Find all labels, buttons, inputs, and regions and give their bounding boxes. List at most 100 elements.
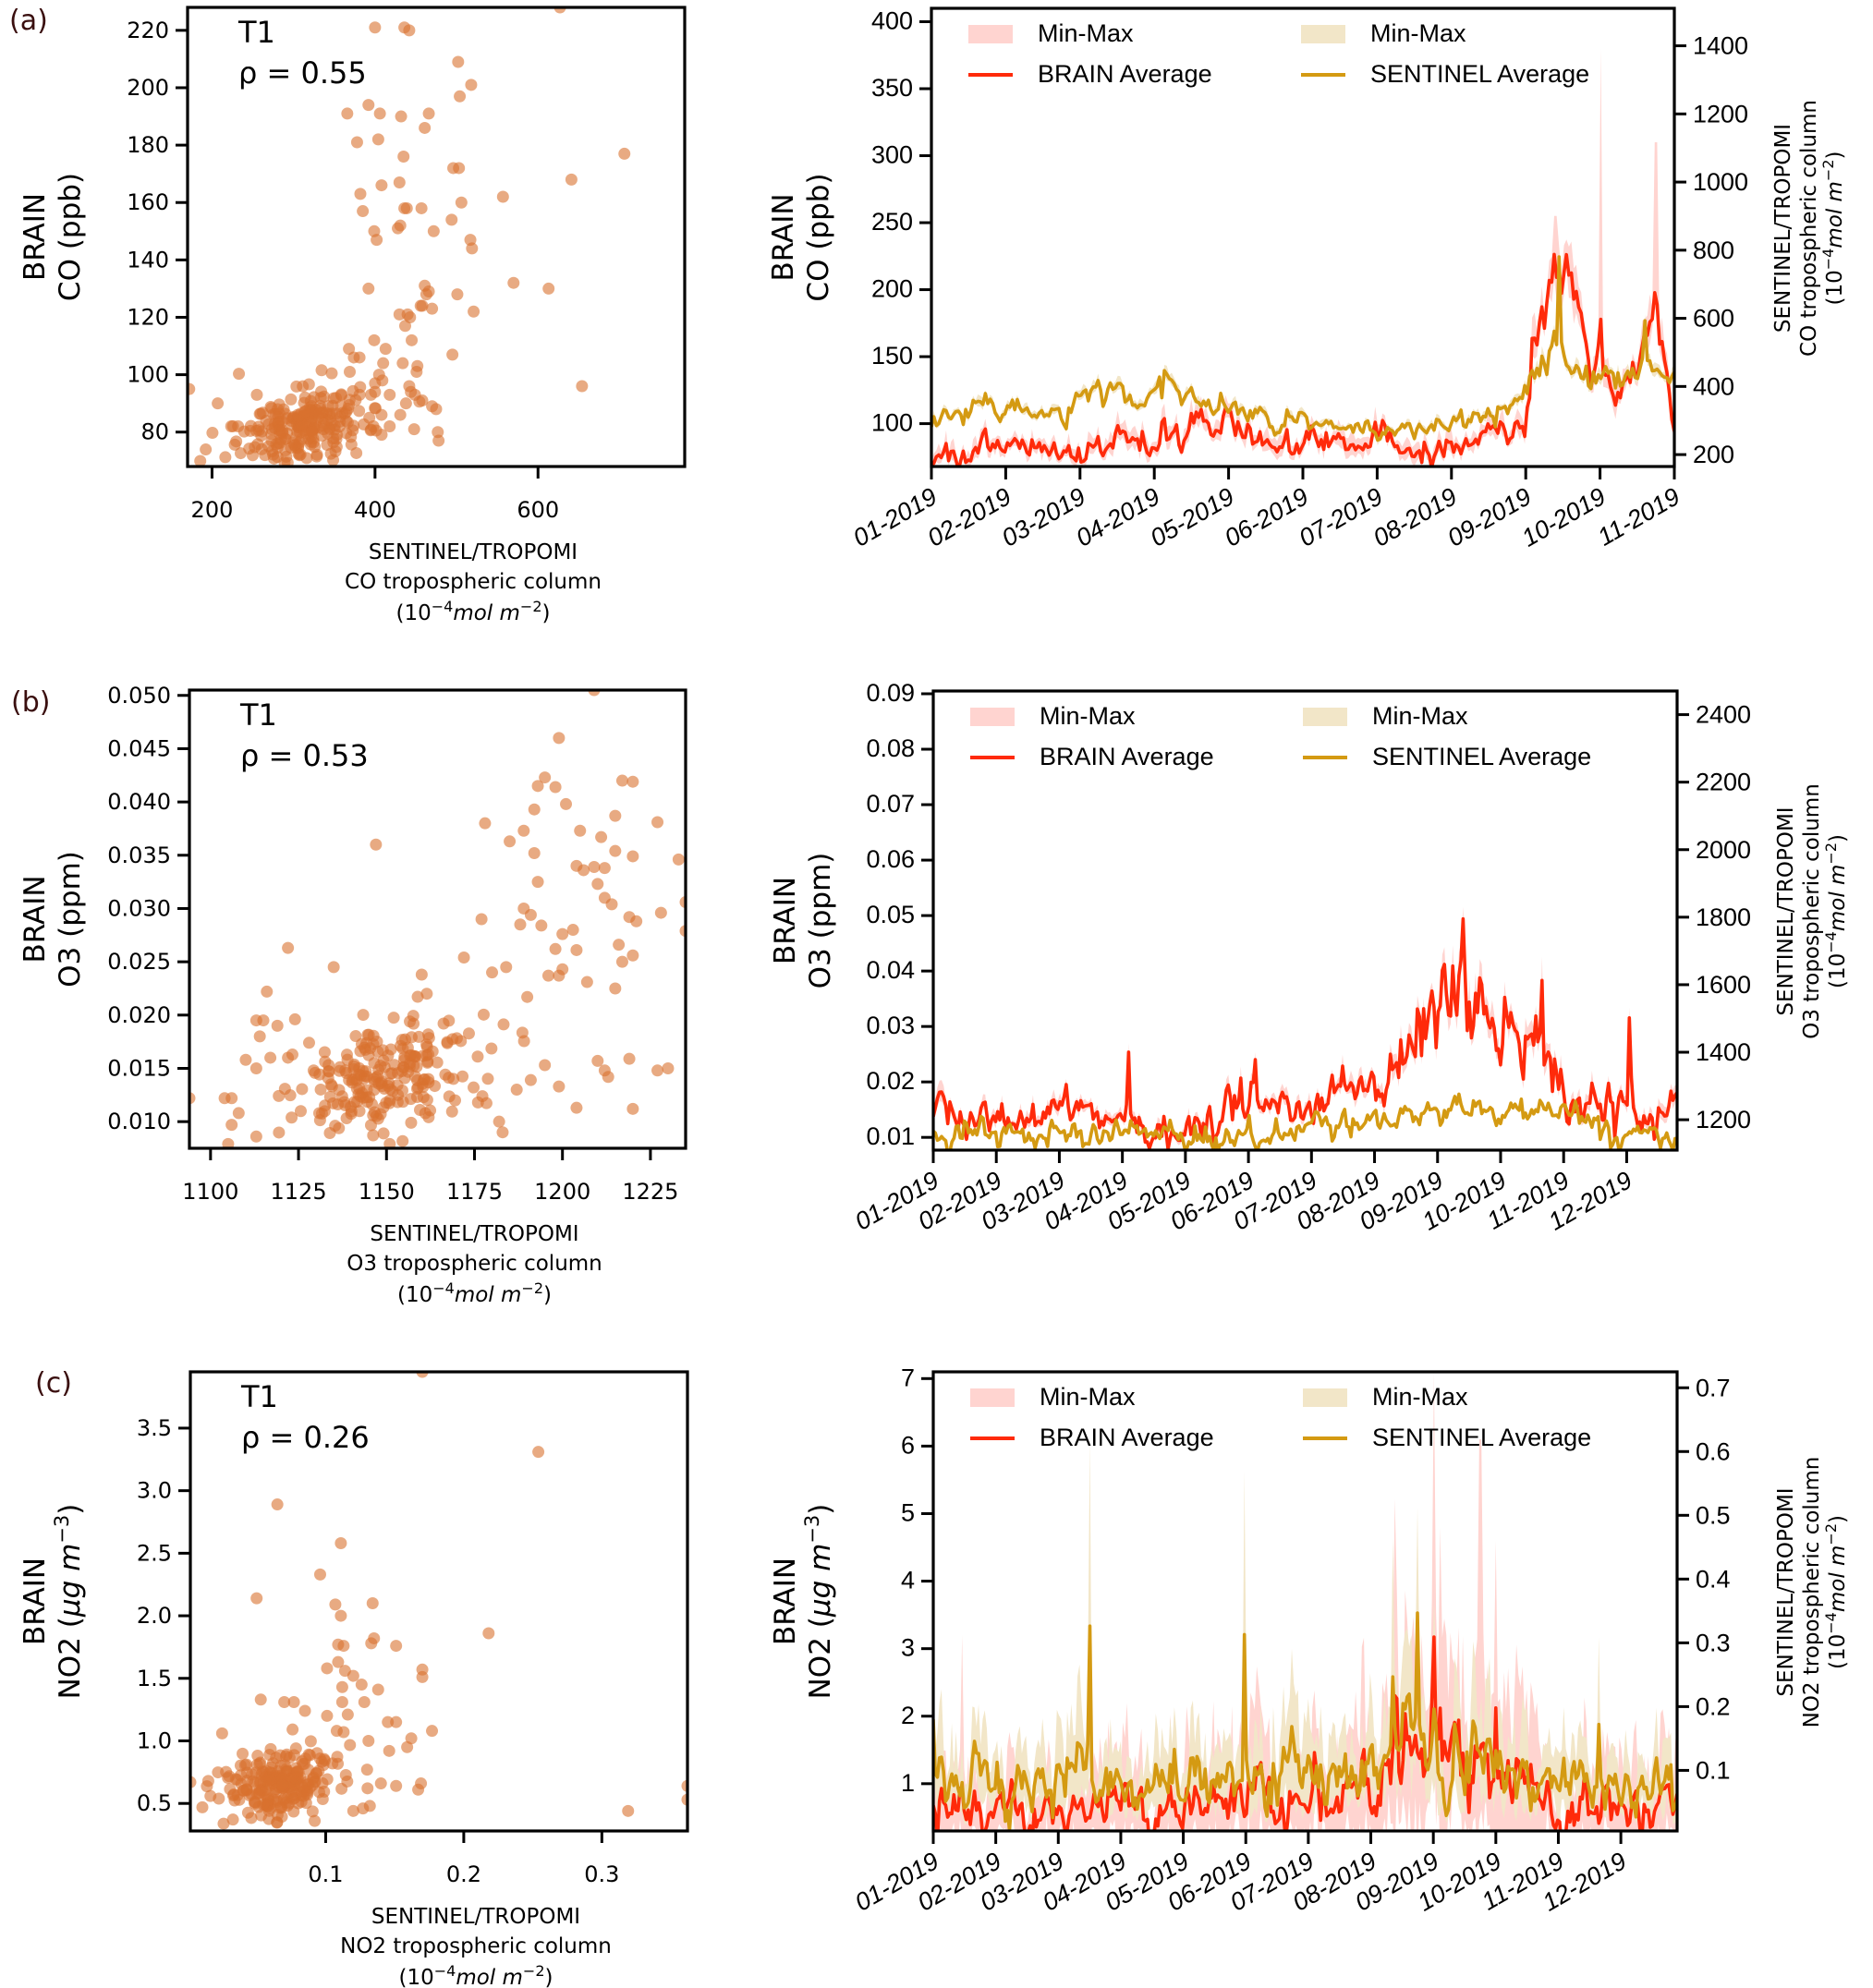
b-timeseries-ytick-label: 0.08 [866,734,915,762]
scatter-point [591,878,604,891]
c-scatter-ytick-label: 3.0 [137,1478,172,1504]
scatter-point [344,365,357,378]
scatter-point [426,1725,439,1738]
scatter-point [576,380,589,393]
scatter-point [630,915,643,927]
scatter-point [595,830,608,843]
scatter-point [626,949,639,962]
c-timeseries-ytick-label: 7 [901,1364,915,1391]
scatter-point [240,1783,253,1796]
a-scatter-xtick-label: 600 [517,497,559,523]
scatter-point [279,407,292,420]
scatter-point [368,1075,381,1088]
sentinel-minmax-band [933,1438,1677,1831]
a-timeseries-ytick-label: 250 [871,208,913,236]
y-axis-title: BRAIN [18,1558,52,1645]
scatter-point [250,388,263,401]
b-scatter-xtick-label: 1200 [534,1179,590,1205]
scatter-point [262,418,275,430]
a-scatter-ytick-label: 120 [127,304,169,330]
b-scatter-xtick-label: 1150 [359,1179,415,1205]
scatter-point [416,1670,429,1683]
scatter-point [412,1030,425,1043]
a-timeseries-xtick-label-group: 02-2019 [923,482,1016,552]
scatter-point [335,1680,348,1693]
scatter-point [556,927,569,940]
scatter-point [357,205,370,218]
legend-label: Min-Max [1040,1383,1136,1411]
scatter-point [257,1798,270,1811]
scatter-point [553,1080,566,1093]
scatter-point [341,1775,354,1788]
scatter-point [528,803,541,816]
scatter-point [201,1775,214,1788]
scatter-point [565,173,578,186]
scatter-point [327,961,340,974]
scatter-point [374,1108,387,1121]
y-axis-right-title-group: SENTINEL/TROPOMI O3 tropospheric column (1… [1774,783,1850,1039]
scatter-point [471,1050,484,1063]
scatter-point [468,305,480,318]
scatter-point [319,1055,332,1068]
scatter-point [531,876,544,889]
scatter-point [222,1137,235,1148]
scatter-point [350,136,363,149]
y-axis-right-title: SENTINEL/TROPOMI [1774,806,1798,1015]
x-tick-label: 08-2019 [1368,482,1462,552]
scatter-point [510,1084,523,1097]
scatter-point [357,1064,370,1077]
a-timeseries-ytick-right-label: 600 [1693,305,1734,333]
scatter-point [318,1046,331,1059]
scatter-point [485,1042,498,1055]
y-axis-title: BRAIN [769,1558,802,1645]
scatter-point [264,1742,277,1755]
scatter-point [394,408,407,421]
c-timeseries-ytick-label: 6 [901,1431,915,1459]
scatter-point [357,1009,370,1022]
y-axis-title-group: BRAIN [769,877,802,964]
b-scatter-ytick-label: 0.035 [107,842,171,868]
scatter-point [531,780,544,793]
scatter-point [471,1096,484,1109]
scatter-point [323,1090,336,1103]
x-tick-label: 07-2019 [1295,482,1388,552]
scatter-point [233,368,246,381]
b-timeseries-ytick-right-label: 2400 [1696,701,1751,729]
a-timeseries-ytick-right-label: 800 [1693,236,1734,264]
scatter-point [626,1102,639,1115]
scatter-point [194,455,207,467]
scatter-point [453,162,466,175]
a-timeseries-ytick-label: 100 [871,409,913,437]
scatter-point [383,1137,396,1148]
scatter-point [285,393,298,406]
y-axis-right-title: CO tropospheric column [1797,100,1821,357]
b-timeseries-ytick-label: 0.03 [866,1012,915,1039]
scatter-point [276,424,289,437]
scatter-point [412,1783,425,1796]
y-axis-right-title-units: (10−4mol m−2) [1819,151,1847,305]
scatter-point [420,1094,433,1107]
a-timeseries-ytick-label: 200 [871,275,913,303]
y-axis-title-group: BRAIN [18,875,52,963]
x-axis-title: SENTINEL/TROPOMI [369,540,578,564]
scatter-point [654,906,667,919]
b-timeseries-ytick-right-label: 2000 [1696,836,1751,864]
scatter-point [588,690,601,697]
x-tick-label: 11-2019 [1593,482,1684,552]
c-timeseries-ytick-label: 2 [901,1702,915,1729]
scatter-point [286,1723,299,1736]
x-axis-title: NO2 tropospheric column [340,1934,612,1958]
scatter-point [323,1127,336,1140]
scatter-point [383,1067,396,1080]
c-timeseries-ytick-label: 4 [901,1567,915,1594]
scatter-point [383,1744,395,1757]
scatter-point [217,1817,230,1830]
scatter-point [228,438,241,451]
scatter-point [456,1070,469,1083]
scatter-point [250,1592,263,1605]
c-scatter-xtick-label: 0.2 [446,1861,481,1887]
scatter-point [504,835,517,848]
scatter-point [243,442,256,455]
b-timeseries-ytick-right-label: 2200 [1696,769,1751,796]
a-scatter-frame [186,6,687,468]
